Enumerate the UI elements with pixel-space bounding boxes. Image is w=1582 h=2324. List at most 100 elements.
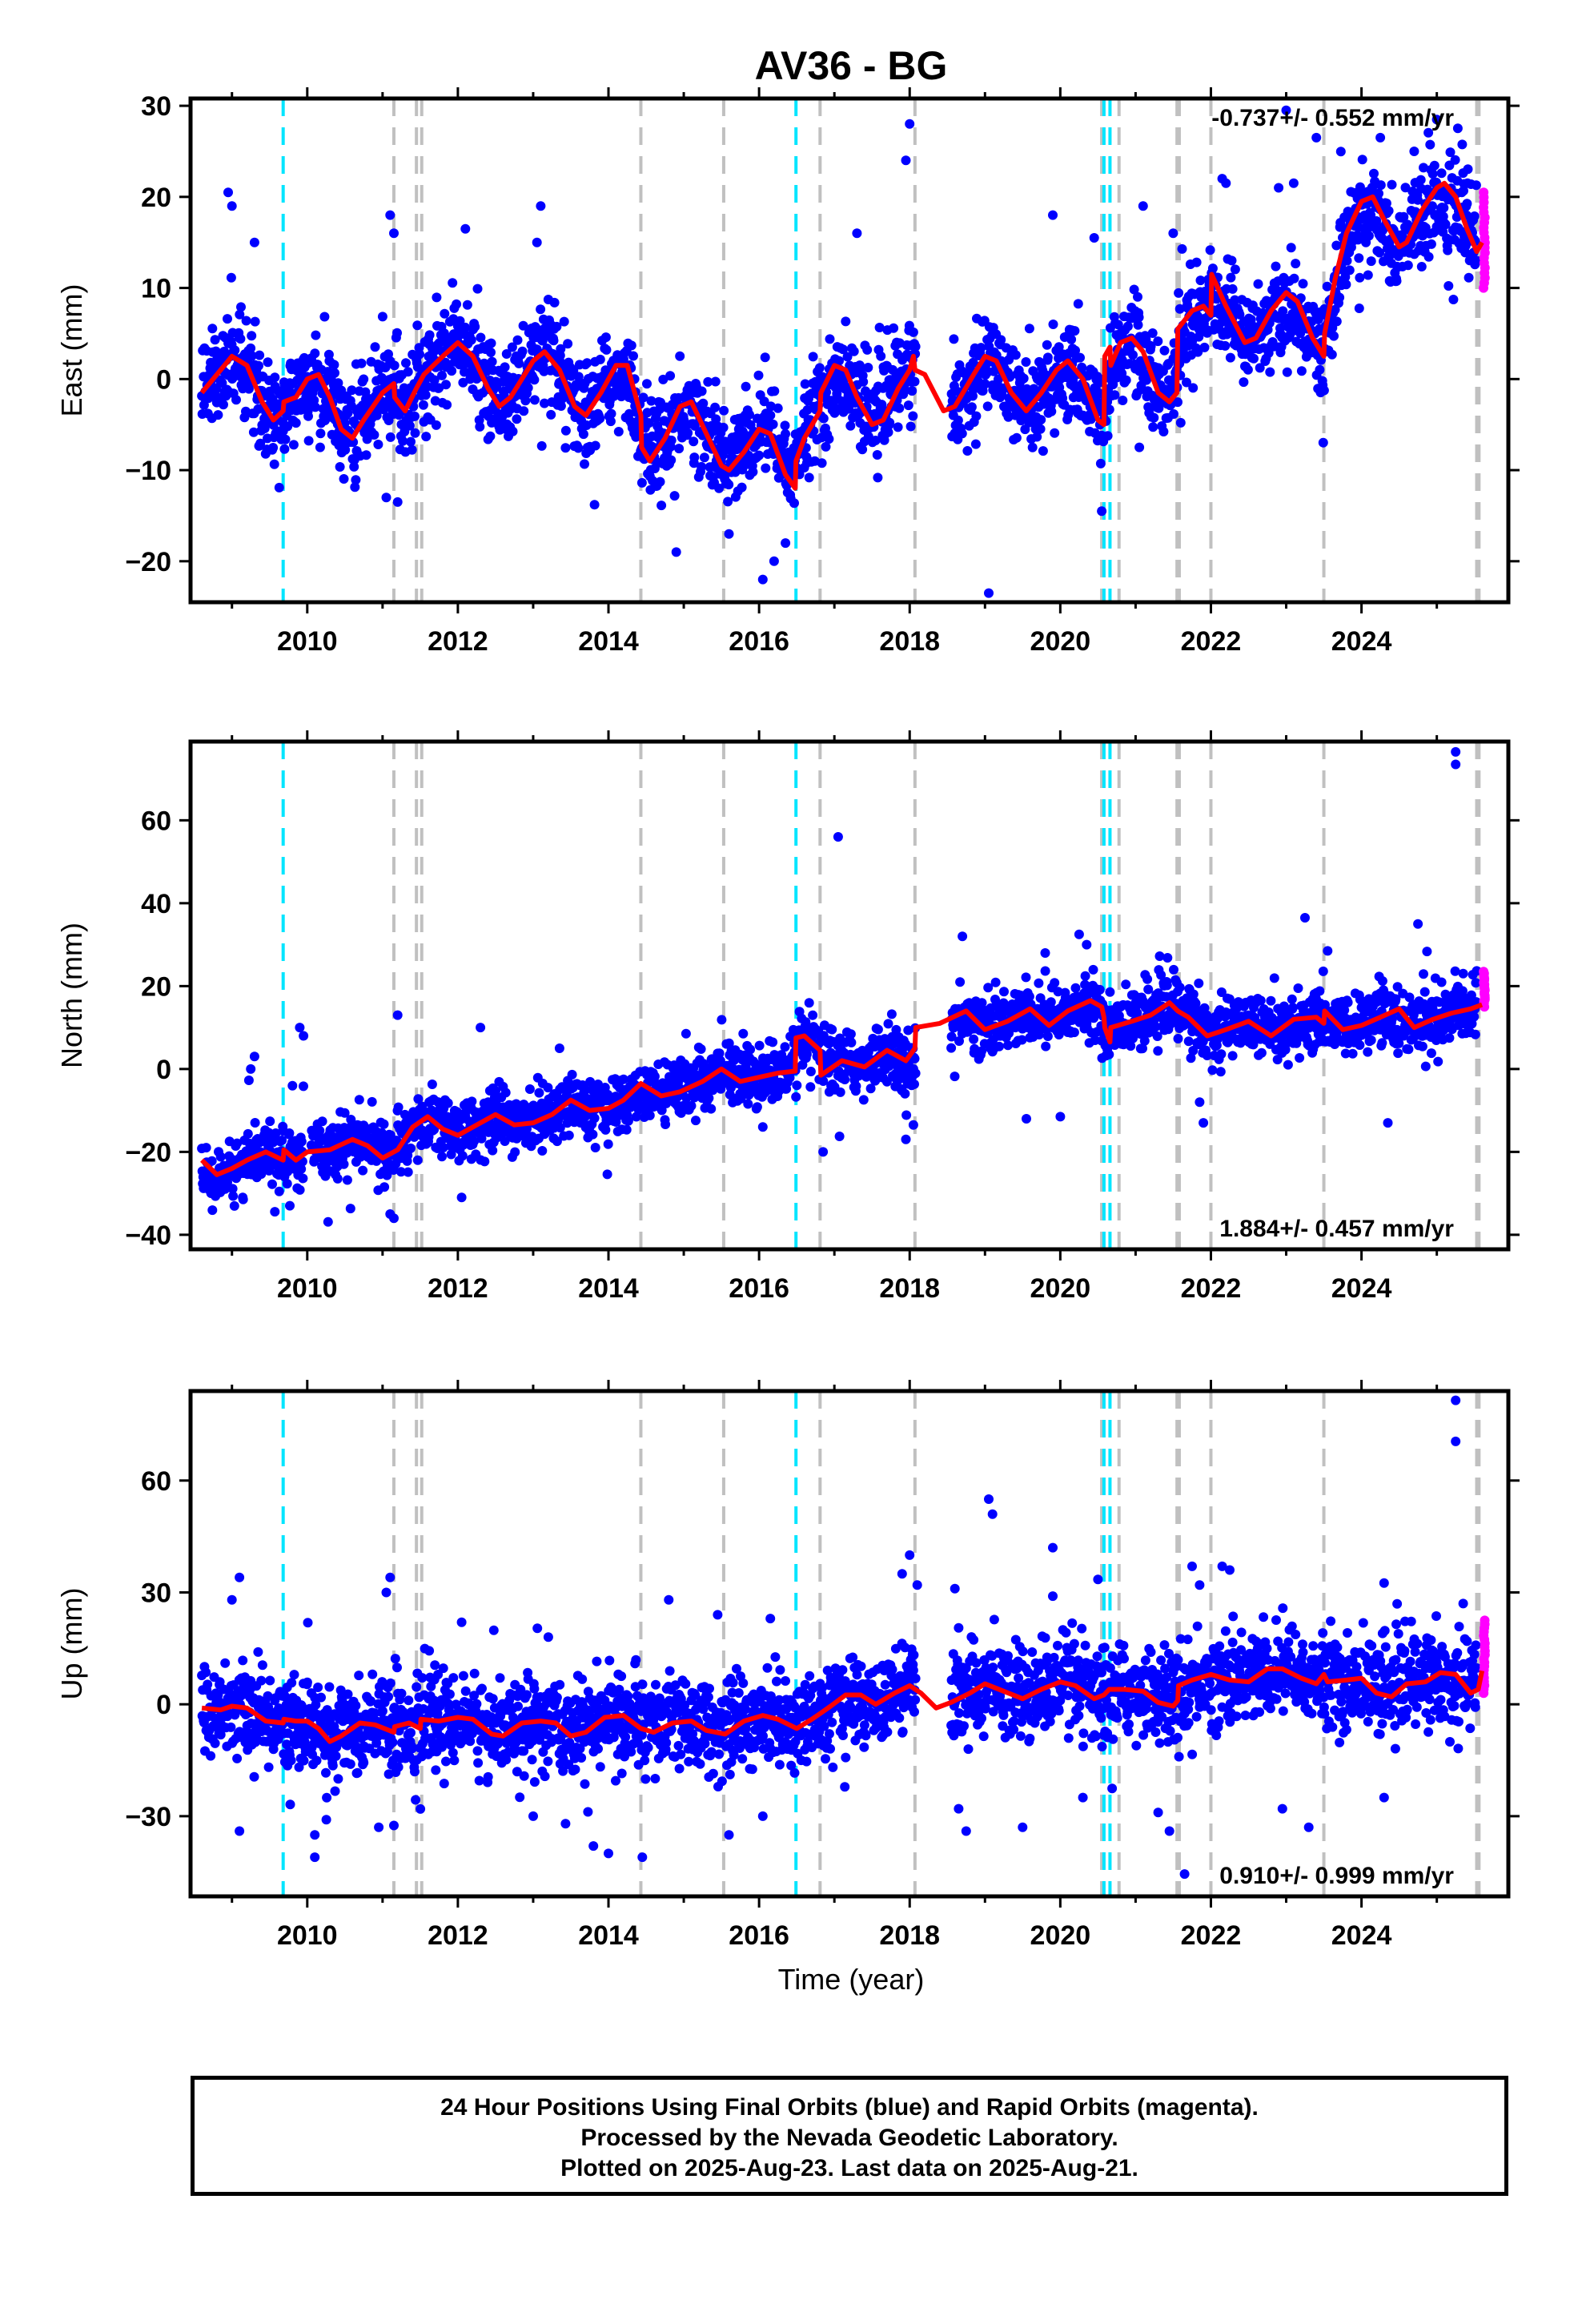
final-orbit-point bbox=[872, 450, 882, 460]
final-orbit-point bbox=[311, 330, 321, 340]
final-orbit-point bbox=[905, 119, 915, 129]
final-orbit-point bbox=[255, 438, 266, 448]
final-orbit-point bbox=[1363, 231, 1374, 241]
final-orbit-point bbox=[757, 574, 768, 585]
final-orbit-point bbox=[1070, 345, 1080, 356]
final-orbit-point bbox=[389, 228, 399, 239]
final-orbit-point bbox=[462, 300, 472, 310]
final-orbit-point bbox=[768, 419, 778, 429]
final-orbit-point bbox=[1443, 245, 1453, 255]
final-orbit-point bbox=[1066, 334, 1077, 344]
final-orbit-point bbox=[1331, 240, 1342, 251]
final-orbit-point bbox=[595, 413, 605, 424]
final-orbit-point bbox=[1357, 155, 1367, 165]
final-orbit-point bbox=[227, 1184, 238, 1194]
final-orbit-point bbox=[267, 1179, 277, 1189]
final-orbit-point bbox=[901, 1110, 912, 1120]
final-orbit-point bbox=[418, 400, 428, 410]
final-orbit-point bbox=[466, 335, 476, 345]
final-orbit-point bbox=[1134, 442, 1145, 452]
final-orbit-point bbox=[1191, 257, 1202, 267]
final-orbit-point bbox=[552, 1136, 562, 1147]
final-orbit-point bbox=[1104, 1049, 1114, 1059]
final-orbit-point bbox=[656, 501, 667, 511]
final-orbit-point bbox=[1195, 275, 1206, 286]
final-orbit-point bbox=[773, 403, 783, 413]
final-orbit-point bbox=[977, 1046, 986, 1056]
final-orbit-point bbox=[873, 472, 883, 483]
final-orbit-point bbox=[768, 1037, 778, 1047]
final-orbit-point bbox=[1230, 295, 1240, 305]
final-orbit-point bbox=[621, 1124, 632, 1135]
final-orbit-point bbox=[697, 461, 707, 472]
final-orbit-point bbox=[507, 342, 517, 352]
final-orbit-point bbox=[1227, 283, 1238, 294]
final-orbit-point bbox=[403, 1167, 413, 1177]
final-orbit-point bbox=[870, 436, 881, 445]
final-orbit-point bbox=[893, 422, 903, 432]
final-orbit-point bbox=[271, 1128, 281, 1138]
final-orbit-point bbox=[486, 348, 496, 357]
final-orbit-point bbox=[1403, 260, 1413, 271]
final-orbit-point bbox=[1182, 377, 1191, 388]
final-orbit-point bbox=[1425, 139, 1435, 150]
final-orbit-point bbox=[714, 1048, 725, 1059]
final-orbit-point bbox=[1369, 168, 1379, 179]
final-orbit-point bbox=[217, 378, 227, 388]
final-orbit-point bbox=[982, 401, 993, 412]
y-tick-label: −10 bbox=[125, 456, 171, 486]
final-orbit-point bbox=[628, 351, 638, 361]
final-orbit-point bbox=[1158, 427, 1169, 436]
final-orbit-point bbox=[1426, 239, 1436, 249]
final-orbit-point bbox=[808, 1010, 818, 1020]
final-orbit-point bbox=[431, 420, 441, 430]
final-orbit-point bbox=[743, 1099, 753, 1109]
final-orbit-point bbox=[994, 1041, 1004, 1051]
final-orbit-point bbox=[686, 1100, 697, 1111]
final-orbit-point bbox=[241, 316, 251, 326]
final-orbit-point bbox=[605, 416, 616, 427]
final-orbit-point bbox=[646, 396, 656, 406]
final-orbit-point bbox=[1322, 281, 1332, 292]
final-orbit-point bbox=[658, 374, 669, 384]
final-orbit-point bbox=[1021, 972, 1031, 983]
final-orbit-point bbox=[851, 1081, 861, 1092]
final-orbit-point bbox=[1450, 155, 1460, 165]
final-orbit-point bbox=[1315, 364, 1325, 375]
final-orbit-point bbox=[1282, 367, 1292, 377]
final-orbit-point bbox=[745, 1044, 756, 1055]
final-orbit-point bbox=[623, 1116, 633, 1126]
final-orbit-point bbox=[229, 1200, 239, 1211]
final-orbit-point bbox=[412, 1155, 423, 1165]
final-orbit-point bbox=[401, 358, 411, 368]
final-orbit-point bbox=[691, 1116, 701, 1126]
final-orbit-point bbox=[207, 1156, 217, 1166]
final-orbit-point bbox=[555, 1123, 565, 1133]
final-orbit-point bbox=[1010, 350, 1021, 360]
final-orbit-point bbox=[865, 1084, 876, 1094]
final-orbit-point bbox=[1274, 183, 1284, 193]
final-orbit-point bbox=[1080, 971, 1090, 981]
final-orbit-point bbox=[845, 1029, 856, 1039]
final-orbit-point bbox=[849, 346, 859, 356]
final-orbit-point bbox=[910, 341, 921, 352]
final-orbit-point bbox=[950, 1072, 960, 1082]
final-orbit-point bbox=[529, 395, 540, 405]
final-orbit-point bbox=[432, 292, 442, 303]
final-orbit-point bbox=[263, 357, 273, 368]
final-orbit-point bbox=[523, 383, 533, 393]
final-orbit-point bbox=[760, 352, 770, 363]
final-orbit-point bbox=[291, 418, 301, 428]
final-orbit-point bbox=[1329, 331, 1339, 341]
final-orbit-point bbox=[1463, 164, 1473, 175]
final-orbit-point bbox=[243, 1076, 254, 1085]
final-orbit-point bbox=[232, 1138, 243, 1148]
final-orbit-point bbox=[259, 424, 270, 433]
final-orbit-point bbox=[580, 459, 589, 469]
final-orbit-point bbox=[710, 402, 721, 412]
final-orbit-point bbox=[814, 363, 825, 373]
final-orbit-point bbox=[877, 400, 887, 410]
final-orbit-point bbox=[1129, 284, 1139, 295]
final-orbit-point bbox=[901, 155, 911, 166]
final-orbit-point bbox=[957, 428, 967, 439]
